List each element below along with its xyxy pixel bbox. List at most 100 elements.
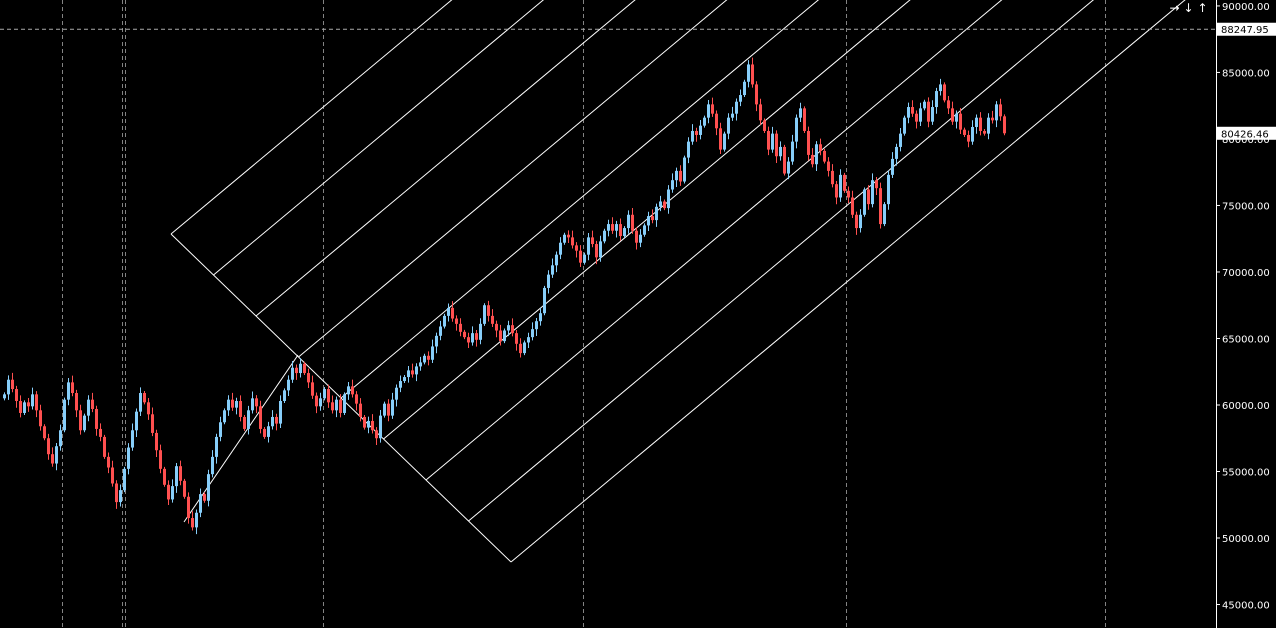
candle-body <box>599 241 602 258</box>
candle-body <box>219 422 222 437</box>
candle-body <box>591 237 594 245</box>
candle-body <box>875 180 878 189</box>
candle-body <box>979 117 982 131</box>
candle-body <box>207 474 210 501</box>
candle-body <box>39 410 42 427</box>
candle-body <box>815 144 818 165</box>
candle-body <box>71 382 74 394</box>
candle-body <box>719 128 722 150</box>
candle-body <box>999 104 1002 117</box>
candle-body <box>727 117 730 134</box>
candle-body <box>171 486 174 500</box>
candle-body <box>603 230 606 242</box>
candle-body <box>155 432 158 451</box>
candle-body <box>423 355 426 363</box>
candle-body <box>655 206 658 221</box>
candle-body <box>879 188 882 225</box>
candle-body <box>35 394 38 411</box>
y-tick-label: 85000.00 <box>1222 68 1270 79</box>
candle-body <box>651 216 654 221</box>
candle-body <box>83 415 86 431</box>
candle-body <box>47 438 50 455</box>
y-tick-label: 75000.00 <box>1222 201 1270 212</box>
candle-body <box>787 161 790 174</box>
candle-body <box>619 224 622 237</box>
y-tick-label: 70000.00 <box>1222 268 1270 279</box>
candle-body <box>411 370 414 375</box>
candle-body <box>395 387 398 400</box>
candle-body <box>451 307 454 319</box>
candle-body <box>431 346 434 360</box>
candle-body <box>903 117 906 134</box>
candle-body <box>87 399 90 416</box>
candle-body <box>659 201 662 207</box>
candle-body <box>483 305 486 324</box>
candle-body <box>647 216 650 226</box>
candle-body <box>527 337 530 343</box>
candle-body <box>179 466 182 481</box>
candle-body <box>323 389 326 399</box>
candle-body <box>955 113 958 122</box>
scroll-up-icon[interactable]: ↑ <box>1197 1 1208 15</box>
candle-body <box>151 414 154 433</box>
candle-body <box>507 325 510 331</box>
candle-body <box>419 362 422 367</box>
scroll-right-icon[interactable]: → <box>1169 1 1180 15</box>
crosshair-price-tag-box <box>1217 22 1276 36</box>
candle-body <box>67 382 70 400</box>
candle-body <box>755 84 758 105</box>
candle-body <box>371 420 374 431</box>
candle-body <box>475 333 478 340</box>
candle-body <box>995 104 998 121</box>
candle-body <box>407 370 410 378</box>
candle-body <box>739 95 742 102</box>
candle-body <box>767 130 770 150</box>
price-axis: 90000.00 85000.00 80000.00 75000.00 70000.00… <box>1216 0 1276 628</box>
candle-body <box>715 113 718 129</box>
candle-body <box>499 330 502 342</box>
candle-body <box>811 154 814 165</box>
y-tick-label: 90000.00 <box>1222 2 1270 13</box>
candle-body <box>355 394 358 404</box>
scroll-down-icon[interactable]: ↓ <box>1183 1 1194 15</box>
candle-body <box>939 84 942 92</box>
candle-body <box>27 402 30 407</box>
candle-body <box>279 400 282 424</box>
candle-body <box>387 403 390 416</box>
candle-body <box>31 394 34 407</box>
price-axis-background <box>1216 0 1276 628</box>
y-tick-label: 80000.00 <box>1222 135 1270 146</box>
candle-body <box>235 400 238 408</box>
candle-body <box>759 104 762 121</box>
pitchfork-parallel-line <box>298 0 728 358</box>
candle-body <box>579 250 582 263</box>
candle-body <box>239 400 242 417</box>
candle-body <box>183 480 186 497</box>
candle-body <box>75 393 78 411</box>
candle-body <box>231 399 234 408</box>
candle-body <box>771 133 774 150</box>
candle-body <box>819 144 822 151</box>
candle-body <box>363 416 366 428</box>
candle-body <box>11 379 14 390</box>
candle-body <box>635 230 638 243</box>
candle-body <box>747 64 750 82</box>
candle-body <box>827 161 830 171</box>
candle-body <box>851 197 854 215</box>
candle-body <box>927 101 930 122</box>
candle-body <box>383 403 386 416</box>
candle-body <box>495 323 498 331</box>
candle-body <box>567 234 570 238</box>
pitchfork-parallel-line <box>510 0 1186 563</box>
y-tick-label: 45000.00 <box>1222 601 1270 612</box>
candle-body <box>991 117 994 121</box>
candle-body <box>467 337 470 343</box>
candle-body <box>491 315 494 324</box>
candle-body <box>847 190 850 198</box>
candle-body <box>447 307 450 316</box>
candle-body <box>667 189 670 209</box>
candle-body <box>63 399 66 431</box>
candle-body <box>639 234 642 243</box>
candle-body <box>515 333 518 344</box>
